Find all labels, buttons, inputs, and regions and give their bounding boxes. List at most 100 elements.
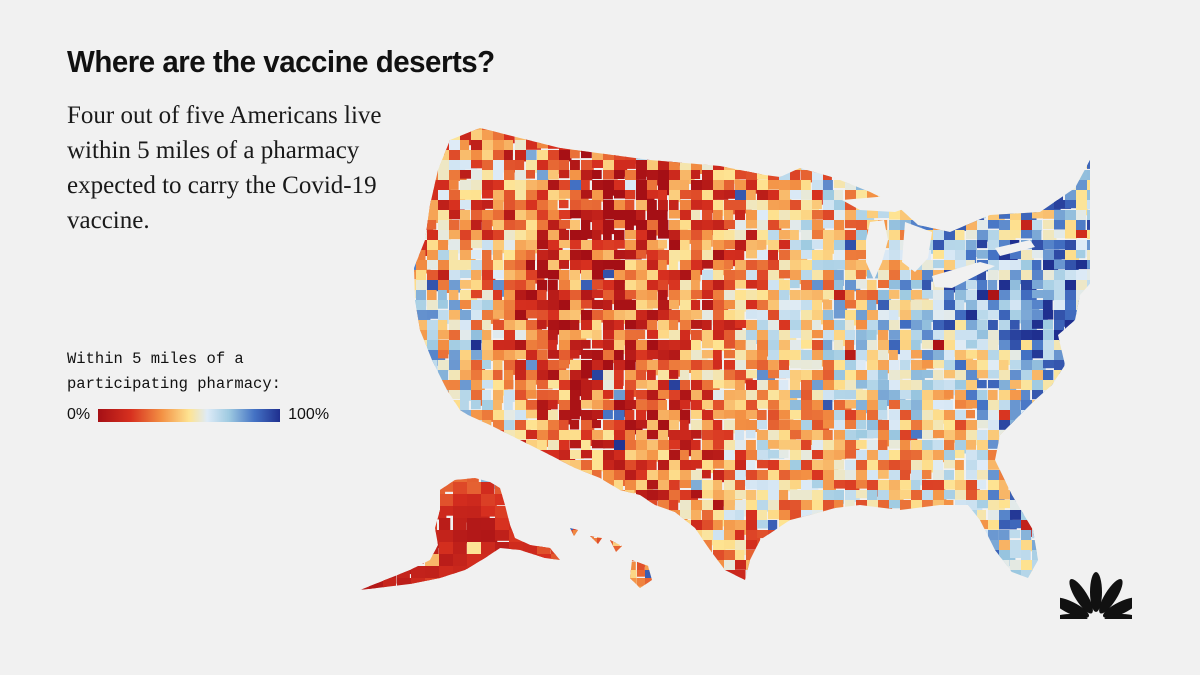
county-cell [614,490,632,507]
county-cell [922,270,936,282]
county-cell [801,210,816,220]
county-cell [603,190,613,200]
county-cell [735,130,746,139]
county-cell [1021,270,1036,283]
county-cell [637,528,649,534]
county-cell [955,340,968,354]
county-cell [471,270,482,282]
county-cell [548,520,564,532]
county-cell [691,350,708,361]
county-cell [724,210,734,224]
county-cell [1043,360,1055,369]
county-cell [691,500,706,511]
county-cell [439,566,458,578]
county-cell [680,380,691,395]
county-cell [702,340,718,349]
county-cell [999,190,1015,206]
county-cell [823,310,834,325]
county-cell [680,360,694,373]
county-cell [845,170,857,185]
county-cell [1043,520,1059,529]
county-cell [746,490,757,504]
county-cell [551,478,560,491]
county-cell [1087,200,1090,210]
county-cell [581,538,593,546]
county-cell [1043,310,1054,320]
county-cell [515,130,532,141]
county-cell [416,190,427,203]
county-cell [691,130,710,147]
county-cell [548,290,567,302]
county-cell [559,470,578,482]
county-cell [878,440,888,457]
county-cell [581,210,594,223]
county-cell [603,550,613,563]
county-cell [383,518,404,531]
county-cell [1054,150,1067,165]
county-cell [757,460,776,469]
county-cell [614,420,632,431]
county-cell [812,190,823,205]
county-cell [669,180,687,191]
county-cell [629,554,641,562]
county-cell [933,480,946,491]
county-cell [603,520,621,529]
county-cell [922,150,940,160]
county-cell [1032,430,1044,447]
county-cell [812,570,830,580]
county-cell [702,150,712,164]
county-cell [977,190,996,203]
county-cell [414,130,421,144]
county-cell [812,130,822,142]
county-cell [1076,350,1090,362]
county-cell [944,200,958,212]
county-cell [515,580,532,592]
county-cell [1076,490,1088,507]
county-cell [537,518,556,532]
county-cell [439,578,456,588]
county-cell [691,280,700,295]
county-cell [669,280,681,294]
county-cell [988,560,1004,570]
county-cell [515,440,528,457]
county-cell [416,300,427,317]
county-cell [922,160,933,170]
county-cell [1065,210,1077,226]
county-cell [966,128,975,135]
county-cell [966,570,979,580]
county-cell [416,410,432,419]
county-cell [812,370,828,381]
county-cell [1010,520,1025,529]
county-cell [526,220,540,233]
county-cell [526,320,542,331]
county-cell [416,530,432,541]
county-cell [493,230,505,243]
county-cell [515,350,529,360]
county-cell [922,470,932,480]
county-cell [735,580,750,593]
county-cell [1021,450,1032,463]
county-cell [597,554,607,562]
county-cell [1043,510,1053,521]
us-county-map [360,128,1090,595]
county-cell [625,540,642,555]
county-cell [801,130,814,143]
county-cell [1076,380,1086,396]
county-cell [889,360,900,372]
county-cell [559,490,576,503]
county-cell [1010,190,1025,201]
county-cell [977,500,995,509]
county-cell [691,400,706,411]
county-cell [999,500,1012,509]
county-cell [977,570,989,580]
county-cell [573,562,582,575]
county-cell [988,170,1003,184]
county-cell [504,440,517,454]
county-cell [944,380,956,396]
county-cell [570,128,583,133]
county-cell [1032,520,1042,533]
county-cell [537,590,553,595]
county-cell [944,470,954,480]
county-cell [603,460,617,471]
county-cell [414,410,415,426]
